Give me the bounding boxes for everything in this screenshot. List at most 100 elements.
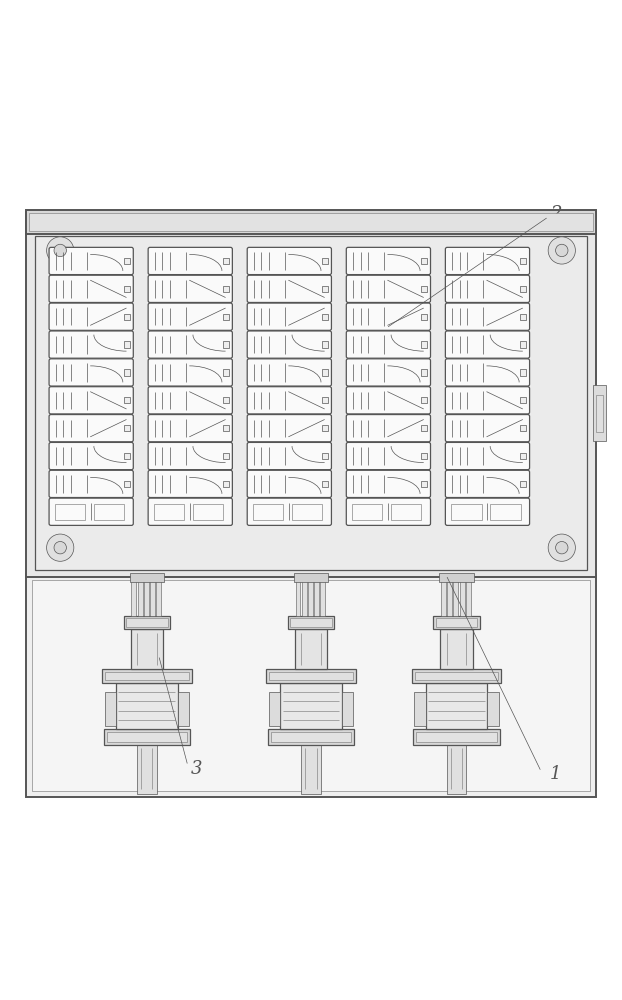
Bar bbox=[223, 341, 229, 348]
Bar bbox=[308, 574, 313, 616]
Bar bbox=[223, 314, 229, 320]
Bar bbox=[421, 258, 427, 264]
Bar bbox=[302, 574, 307, 616]
Bar bbox=[29, 213, 593, 231]
Bar bbox=[322, 397, 328, 403]
FancyBboxPatch shape bbox=[247, 498, 332, 525]
Bar bbox=[124, 286, 129, 292]
FancyBboxPatch shape bbox=[49, 359, 133, 386]
FancyBboxPatch shape bbox=[247, 275, 332, 302]
Bar bbox=[280, 683, 342, 729]
Bar bbox=[520, 258, 526, 264]
FancyBboxPatch shape bbox=[346, 247, 430, 275]
FancyBboxPatch shape bbox=[148, 275, 233, 302]
Bar bbox=[253, 504, 284, 520]
FancyBboxPatch shape bbox=[247, 359, 332, 386]
Bar bbox=[104, 692, 116, 726]
Bar bbox=[322, 369, 328, 376]
Bar bbox=[440, 629, 473, 669]
Circle shape bbox=[548, 237, 575, 264]
Bar bbox=[154, 504, 184, 520]
Bar bbox=[35, 236, 587, 570]
Bar bbox=[55, 504, 85, 520]
Bar bbox=[124, 369, 129, 376]
Bar bbox=[451, 504, 481, 520]
FancyBboxPatch shape bbox=[49, 303, 133, 330]
FancyBboxPatch shape bbox=[346, 303, 430, 330]
Bar bbox=[520, 369, 526, 376]
Bar bbox=[223, 369, 229, 376]
Bar bbox=[156, 574, 161, 616]
FancyBboxPatch shape bbox=[445, 275, 529, 302]
FancyBboxPatch shape bbox=[445, 498, 529, 525]
Bar bbox=[520, 397, 526, 403]
Bar bbox=[271, 732, 351, 742]
Bar bbox=[131, 574, 136, 616]
Text: 1: 1 bbox=[550, 765, 561, 783]
FancyBboxPatch shape bbox=[445, 247, 529, 275]
Bar bbox=[124, 425, 129, 431]
FancyBboxPatch shape bbox=[346, 442, 430, 470]
Bar bbox=[223, 481, 229, 487]
Bar bbox=[103, 729, 190, 745]
FancyBboxPatch shape bbox=[247, 415, 332, 442]
Bar bbox=[421, 314, 427, 320]
Bar bbox=[421, 369, 427, 376]
Circle shape bbox=[54, 541, 67, 554]
Circle shape bbox=[47, 534, 74, 561]
Bar bbox=[391, 504, 422, 520]
Bar bbox=[102, 669, 192, 683]
FancyBboxPatch shape bbox=[346, 359, 430, 386]
Bar bbox=[415, 672, 498, 680]
Bar bbox=[520, 481, 526, 487]
FancyBboxPatch shape bbox=[148, 359, 233, 386]
Bar bbox=[144, 574, 149, 616]
Bar bbox=[416, 732, 497, 742]
Bar bbox=[322, 258, 328, 264]
Bar bbox=[447, 745, 466, 794]
Bar bbox=[223, 425, 229, 431]
Bar bbox=[124, 397, 129, 403]
FancyBboxPatch shape bbox=[49, 247, 133, 275]
Bar bbox=[32, 580, 590, 791]
Bar bbox=[322, 425, 328, 431]
Bar bbox=[412, 669, 501, 683]
Text: 3: 3 bbox=[191, 760, 202, 778]
FancyBboxPatch shape bbox=[148, 470, 233, 498]
FancyBboxPatch shape bbox=[49, 331, 133, 358]
Bar bbox=[223, 258, 229, 264]
Bar bbox=[294, 573, 328, 582]
Bar bbox=[124, 341, 129, 348]
FancyBboxPatch shape bbox=[247, 442, 332, 470]
Bar bbox=[413, 729, 500, 745]
Circle shape bbox=[555, 244, 568, 257]
FancyBboxPatch shape bbox=[49, 275, 133, 302]
FancyBboxPatch shape bbox=[247, 470, 332, 498]
Bar bbox=[124, 258, 129, 264]
Bar bbox=[137, 745, 157, 794]
Bar bbox=[126, 618, 168, 627]
Bar bbox=[124, 314, 129, 320]
FancyBboxPatch shape bbox=[247, 247, 332, 275]
Bar bbox=[290, 618, 332, 627]
Bar bbox=[223, 286, 229, 292]
Bar bbox=[596, 395, 603, 432]
FancyBboxPatch shape bbox=[148, 331, 233, 358]
Bar bbox=[460, 574, 465, 616]
FancyBboxPatch shape bbox=[148, 303, 233, 330]
FancyBboxPatch shape bbox=[148, 387, 233, 414]
Bar bbox=[124, 481, 129, 487]
Bar bbox=[26, 574, 596, 797]
Bar bbox=[593, 385, 606, 441]
Bar bbox=[414, 692, 425, 726]
Bar bbox=[490, 504, 521, 520]
Bar bbox=[434, 616, 480, 629]
FancyBboxPatch shape bbox=[445, 331, 529, 358]
Bar bbox=[421, 286, 427, 292]
Bar bbox=[322, 481, 328, 487]
Bar bbox=[441, 574, 446, 616]
Bar bbox=[295, 574, 300, 616]
FancyBboxPatch shape bbox=[445, 359, 529, 386]
Circle shape bbox=[54, 244, 67, 257]
Bar bbox=[322, 453, 328, 459]
